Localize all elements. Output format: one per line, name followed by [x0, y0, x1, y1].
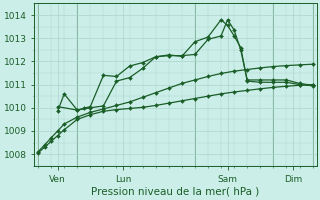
- X-axis label: Pression niveau de la mer( hPa ): Pression niveau de la mer( hPa ): [91, 187, 260, 197]
